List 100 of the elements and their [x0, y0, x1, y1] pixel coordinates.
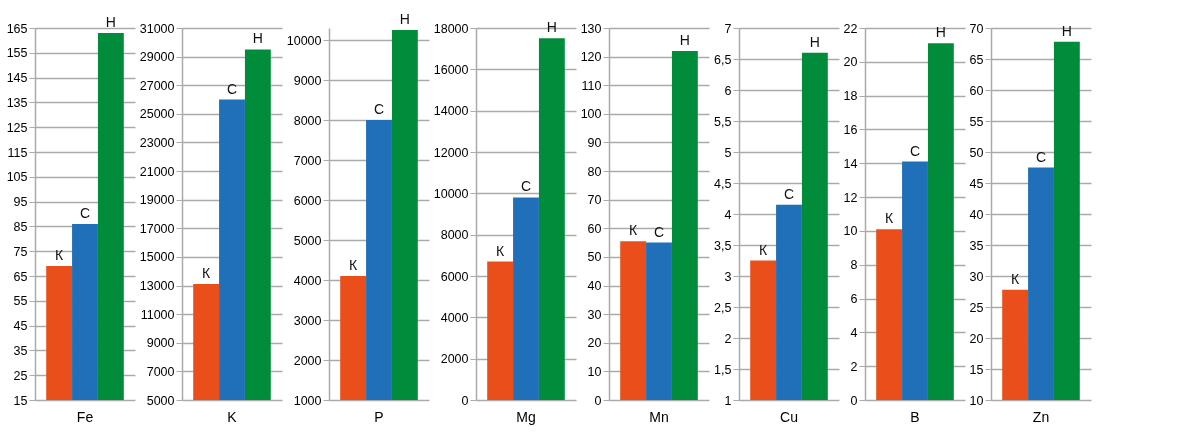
- y-tick-label: 13000: [139, 279, 175, 294]
- y-tick-label: 105: [6, 170, 28, 185]
- y-tick-label: 110: [581, 78, 602, 93]
- y-tick-label: 5: [724, 145, 732, 160]
- series-label: Н: [679, 31, 690, 48]
- y-tick-label: 22: [843, 21, 858, 36]
- bar: [487, 261, 514, 400]
- y-tick-label: 40: [969, 207, 984, 222]
- y-tick-label: 9000: [293, 73, 322, 88]
- y-tick-label: 10000: [286, 33, 322, 48]
- y-tick-label: 5,5: [714, 114, 732, 129]
- bar: [620, 241, 647, 400]
- y-tick-label: 10: [969, 393, 984, 408]
- y-tick-label: 35: [13, 343, 28, 358]
- y-tick-label: 10000: [433, 186, 469, 201]
- y-tick-label: 6000: [440, 269, 469, 284]
- y-tick-label: 7: [724, 21, 732, 36]
- y-tick-label: 20: [587, 336, 602, 351]
- y-tick-label: 15000: [139, 250, 175, 265]
- series-label: Н: [1061, 22, 1072, 39]
- bar: [876, 229, 903, 400]
- series-label: К: [496, 242, 506, 259]
- y-tick-label: 50: [587, 250, 602, 265]
- series-label: К: [1011, 270, 1021, 287]
- y-tick-label: 2000: [293, 353, 322, 368]
- y-tick-label: 16: [843, 122, 858, 137]
- y-tick-label: 90: [587, 135, 602, 150]
- y-tick-label: 8000: [293, 113, 322, 128]
- y-tick-label: 8000: [440, 228, 469, 243]
- y-tick-label: 31000: [139, 21, 175, 36]
- y-tick-label: 12000: [433, 145, 469, 160]
- y-tick-label: 70: [587, 193, 602, 208]
- series-label: С: [653, 223, 665, 240]
- y-tick-label: 85: [13, 219, 28, 234]
- y-tick-label: 30: [969, 269, 984, 284]
- y-tick-label: 12: [843, 190, 858, 205]
- y-tick-label: 8: [850, 258, 858, 273]
- y-tick-label: 100: [580, 107, 602, 122]
- series-label: С: [79, 204, 91, 221]
- y-tick-label: 25: [969, 300, 984, 315]
- y-tick-label: 17000: [139, 221, 175, 236]
- y-tick-label: 14: [843, 156, 858, 171]
- y-tick-label: 135: [6, 95, 28, 110]
- bar: [671, 50, 698, 400]
- series-label: С: [1035, 148, 1047, 165]
- bar: [646, 242, 672, 400]
- y-tick-label: 7000: [293, 153, 322, 168]
- y-tick-label: 10: [587, 364, 602, 379]
- y-tick-label: 6,5: [714, 52, 732, 67]
- y-tick-label: 1: [724, 393, 732, 408]
- y-tick-label: 65: [13, 269, 28, 284]
- y-tick-label: 9000: [146, 336, 175, 351]
- y-tick-label: 1000: [293, 393, 322, 408]
- series-label: С: [520, 178, 532, 195]
- y-tick-label: 30: [587, 307, 602, 322]
- y-tick-label: 1,5: [714, 362, 732, 377]
- y-tick-label: 6: [850, 292, 858, 307]
- series-label: Н: [809, 33, 820, 50]
- y-tick-label: 20: [969, 331, 984, 346]
- y-tick-label: 70: [969, 21, 984, 36]
- y-tick-label: 0: [594, 393, 602, 408]
- y-tick-label: 23000: [139, 135, 175, 150]
- y-tick-label: 130: [580, 21, 602, 36]
- y-tick-label: 4: [850, 325, 858, 340]
- series-label: К: [629, 222, 639, 239]
- y-tick-label: 45: [969, 176, 984, 191]
- y-tick-label: 0: [850, 393, 858, 408]
- series-label: С: [909, 142, 921, 159]
- y-tick-label: 15: [969, 362, 984, 377]
- y-tick-label: 4: [724, 207, 732, 222]
- y-tick-label: 60: [969, 83, 984, 98]
- y-tick-label: 7000: [146, 364, 175, 379]
- y-tick-label: 55: [969, 114, 984, 129]
- y-tick-label: 25000: [139, 107, 175, 122]
- series-label: С: [226, 80, 238, 97]
- x-tick-label: B: [910, 408, 920, 425]
- y-tick-label: 4,5: [714, 176, 732, 191]
- y-tick-label: 3000: [293, 313, 322, 328]
- y-tick-label: 95: [13, 195, 28, 210]
- x-tick-label: P: [374, 408, 384, 425]
- y-tick-label: 11000: [140, 307, 175, 322]
- y-tick-label: 2,5: [714, 300, 732, 315]
- y-tick-label: 35: [969, 238, 984, 253]
- x-tick-label: Zn: [1032, 408, 1050, 425]
- y-tick-label: 21000: [139, 164, 175, 179]
- y-tick-label: 120: [580, 50, 602, 65]
- y-tick-label: 19000: [139, 193, 175, 208]
- series-label: Н: [105, 13, 116, 30]
- series-label: Н: [546, 19, 557, 36]
- x-tick-label: K: [227, 408, 238, 425]
- y-tick-label: 5000: [146, 393, 175, 408]
- y-tick-label: 4000: [440, 310, 469, 325]
- y-tick-label: 18: [843, 89, 858, 104]
- y-tick-label: 15: [13, 393, 28, 408]
- bar: [927, 43, 954, 400]
- y-tick-label: 5000: [293, 233, 322, 248]
- series-label: С: [783, 185, 795, 202]
- y-tick-label: 0: [461, 393, 469, 408]
- y-tick-label: 6000: [293, 193, 322, 208]
- series-label: Н: [935, 24, 946, 41]
